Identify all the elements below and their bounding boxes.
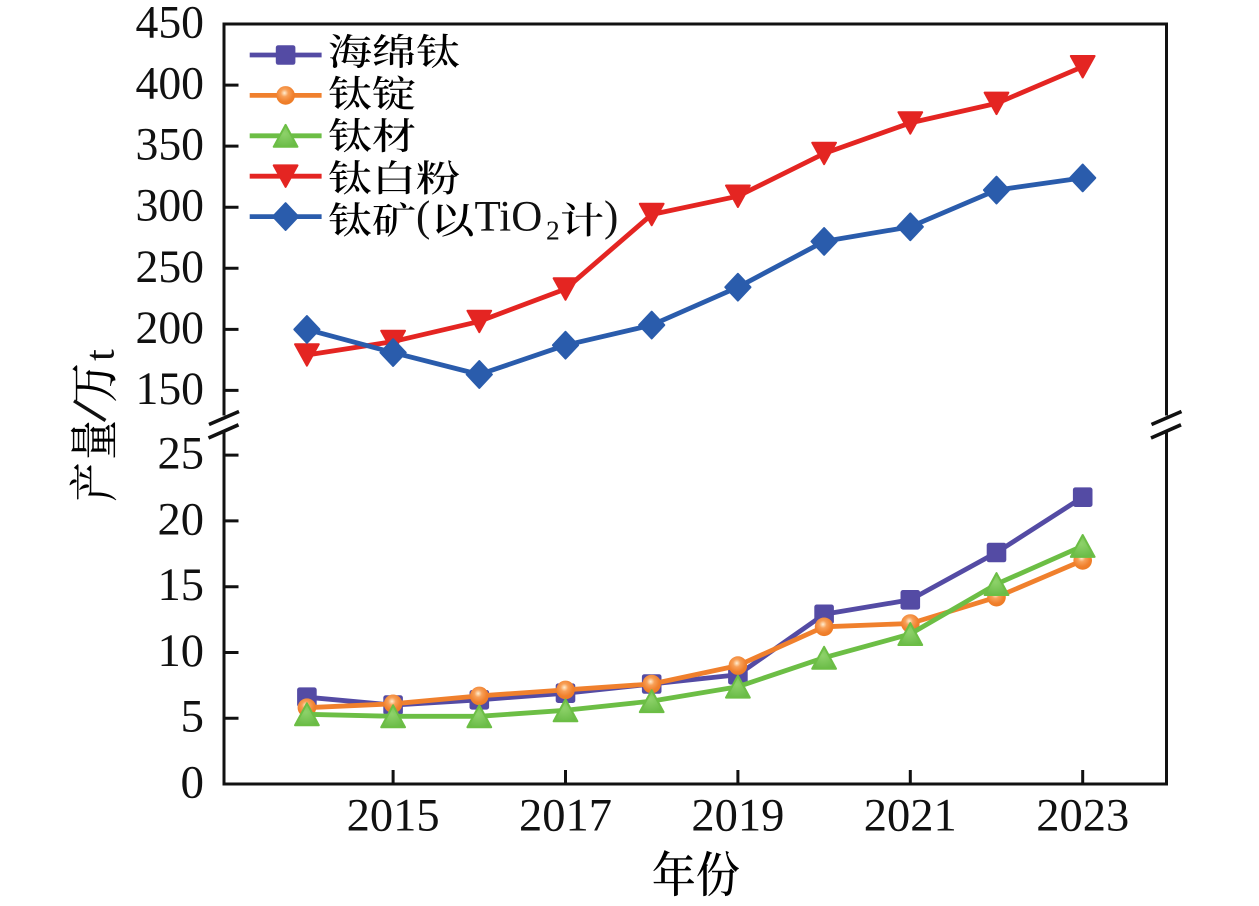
svg-text:TiO: TiO: [475, 194, 543, 241]
svg-text:150: 150: [136, 363, 205, 415]
svg-text:250: 250: [136, 241, 205, 293]
svg-text:2021: 2021: [864, 790, 957, 842]
svg-text:450: 450: [136, 0, 205, 49]
svg-text:300: 300: [136, 180, 205, 232]
svg-text:25: 25: [158, 428, 205, 480]
svg-text:350: 350: [136, 119, 205, 171]
svg-text:(: (: [416, 194, 430, 241]
svg-text:5: 5: [181, 691, 205, 743]
svg-text:400: 400: [136, 58, 205, 110]
svg-text:2023: 2023: [1036, 790, 1129, 842]
svg-text:2: 2: [546, 215, 560, 246]
svg-text:): ): [604, 194, 618, 241]
svg-text:2015: 2015: [347, 790, 440, 842]
svg-text:15: 15: [158, 559, 205, 611]
svg-text:0: 0: [181, 757, 205, 809]
svg-text:2019: 2019: [691, 790, 784, 842]
svg-text:t: t: [77, 349, 123, 361]
svg-text:2017: 2017: [519, 790, 612, 842]
svg-text:200: 200: [136, 302, 205, 354]
svg-text:10: 10: [158, 625, 205, 677]
svg-text:20: 20: [158, 493, 205, 545]
